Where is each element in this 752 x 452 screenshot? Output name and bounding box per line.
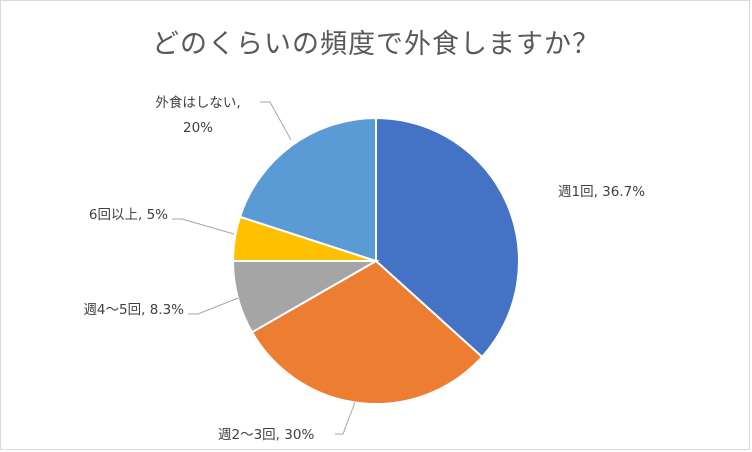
pie-slice-2 (250, 259, 484, 405)
leader-line-3 (188, 297, 239, 315)
data-label-2: 週2〜3回, 30% (218, 427, 314, 443)
leader-line-4 (172, 218, 235, 235)
data-label-1: 週1回, 36.7% (558, 184, 645, 200)
data-label-4: 6回以上, 5% (89, 207, 168, 223)
chart-title: どのくらいの頻度で外食しますか？ (152, 29, 600, 60)
pie-slice-1 (375, 116, 520, 359)
leader-line-2 (335, 401, 356, 435)
data-label-3: 週4〜5回, 8.3% (83, 302, 184, 318)
pie-slice-5 (238, 116, 377, 263)
leader-line-5 (260, 101, 292, 141)
data-label-5-line-1: 外食はしない, (155, 94, 240, 111)
data-label-5-line-2: 20% (183, 120, 213, 136)
